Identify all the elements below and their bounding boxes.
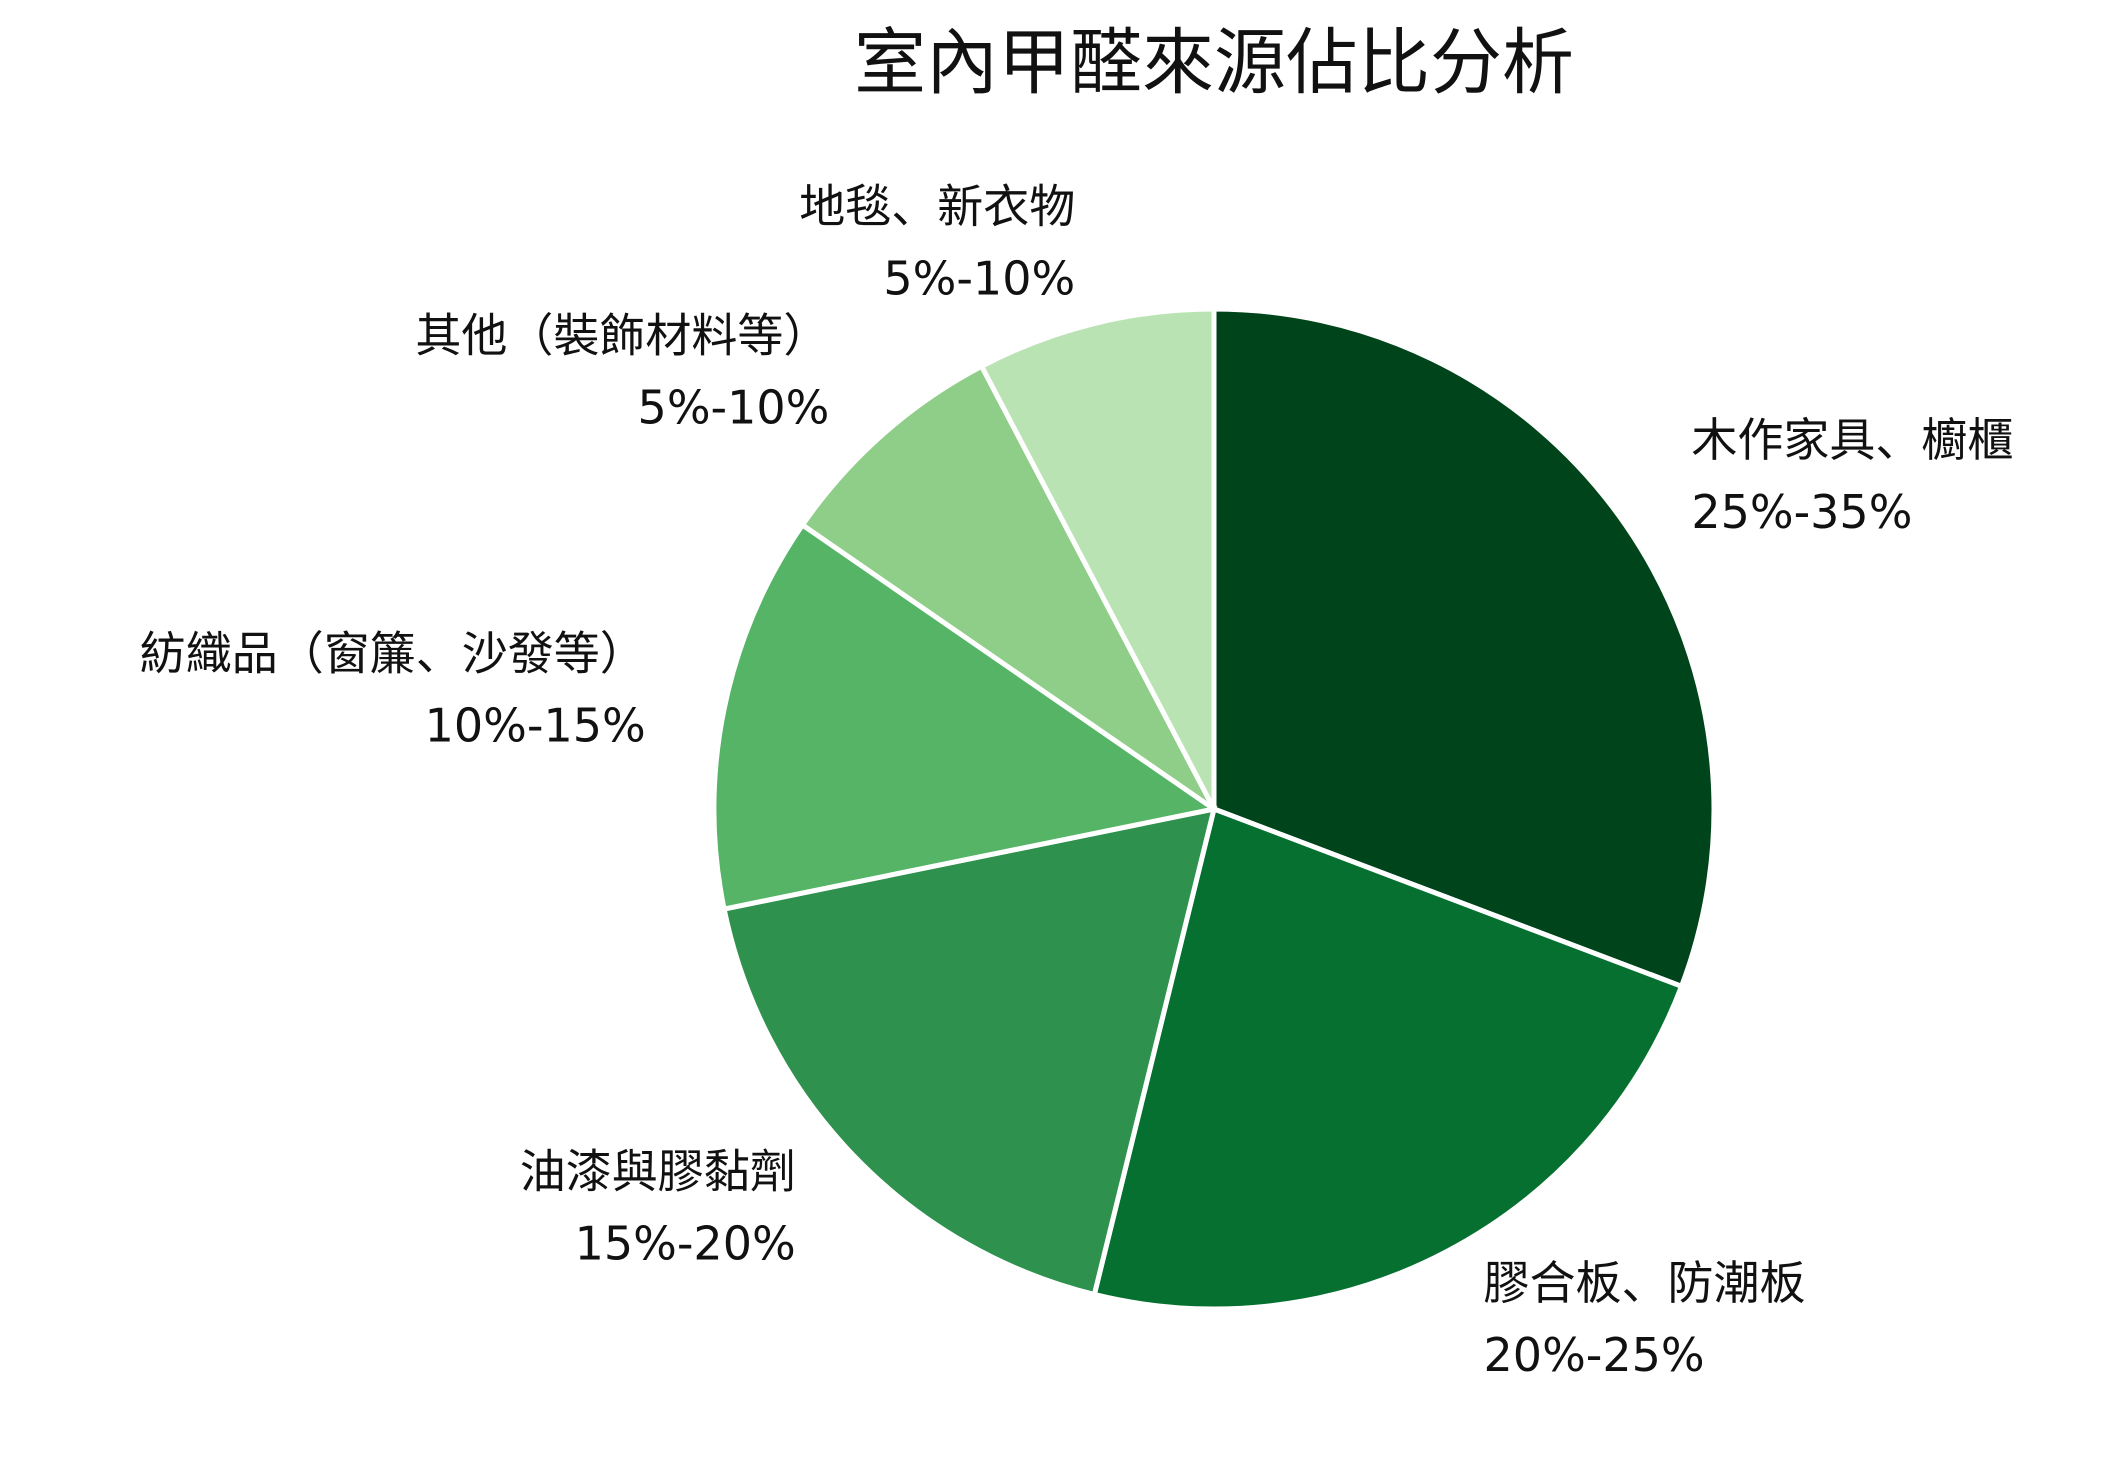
slice-range: 15%-20% bbox=[575, 1216, 796, 1270]
slice-label: 膠合板、防潮板 bbox=[1484, 1256, 1806, 1310]
pie-slice bbox=[1211, 306, 1717, 990]
pie-slice bbox=[721, 805, 1218, 1298]
slice-label: 其他（裝飾材料等） bbox=[415, 308, 829, 362]
slice-range: 20%-25% bbox=[1484, 1328, 1705, 1382]
slice-range: 5%-10% bbox=[638, 380, 830, 434]
pie-slice bbox=[1091, 805, 1685, 1312]
chart-title: 室內甲醛來源佔比分析 bbox=[854, 21, 1574, 105]
slice-label: 木作家具、櫥櫃 bbox=[1691, 413, 2013, 467]
slice-range: 10%-15% bbox=[425, 698, 646, 752]
slice-label: 油漆與膠黏劑 bbox=[520, 1144, 796, 1198]
slice-label: 紡織品（窗簾、沙發等） bbox=[140, 626, 646, 680]
pie-slice bbox=[799, 362, 1217, 812]
pie-slice bbox=[978, 306, 1217, 811]
slice-range: 5%-10% bbox=[883, 251, 1075, 305]
pie-slice bbox=[711, 521, 1221, 912]
slice-label: 地毯、新衣物 bbox=[799, 179, 1075, 233]
slice-range: 25%-35% bbox=[1691, 485, 1912, 539]
